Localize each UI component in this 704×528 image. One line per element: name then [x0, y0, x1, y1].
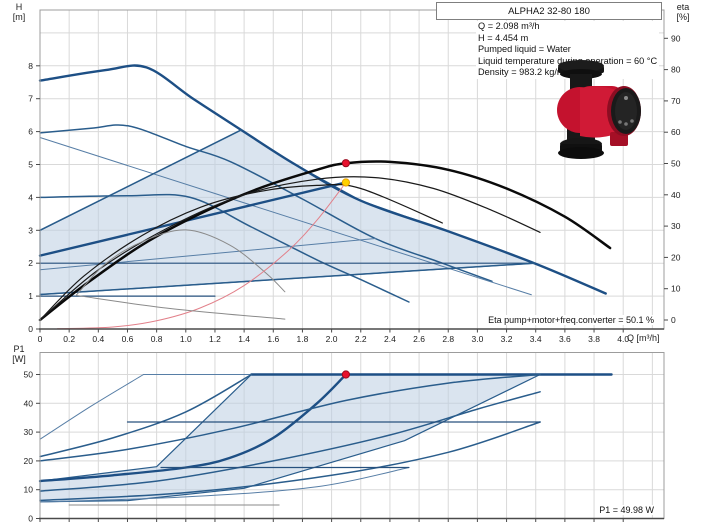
p1-curve-6	[39, 421, 541, 502]
prop-pressure-2-line	[39, 238, 376, 271]
qh-chart-y-tick-label: 5	[28, 160, 33, 170]
qh-chart-x-tick-label: 1.4	[238, 334, 250, 344]
qh-chart-y-tick-label: 4	[28, 192, 33, 202]
qh-chart-x-tick-label: 1.2	[209, 334, 221, 344]
qh-chart-eta-tick-label: 40	[671, 190, 681, 200]
qh-chart-eta-tick-label: 80	[671, 65, 681, 75]
h-axis-unit-symbol: H	[15, 2, 23, 12]
eta-axis-unit-symbol: eta	[676, 2, 690, 12]
qh-chart-y-tick-label: 6	[28, 127, 33, 137]
pump-type-title: ALPHA2 32-80 180	[508, 5, 590, 17]
qh-chart-eta-tick-label: 90	[671, 33, 681, 43]
qh-chart-x-tick-label: 1.6	[267, 334, 279, 344]
qh-chart-eta-tick-label: 70	[671, 96, 681, 106]
info-liquid: Pumped liquid = Water	[478, 44, 571, 55]
p1-curve-3	[39, 373, 253, 458]
p1-main-curve[interactable]	[38, 373, 348, 483]
eta-annotation: Eta pump+motor+freq.converter = 50.1 %	[360, 315, 656, 325]
qh-chart-x-tick-label: 2.6	[413, 334, 425, 344]
qh-chart-eta-tick-label: 50	[671, 159, 681, 169]
prop-pressure-3-line	[39, 129, 242, 232]
qh-chart-y-tick-label: 8	[28, 61, 33, 71]
info-head: H = 4.454 m	[478, 32, 529, 43]
p1-curve-5	[39, 391, 541, 492]
duty-point[interactable]	[341, 178, 350, 187]
pump-logo-dot	[624, 96, 628, 100]
qh-chart-x-tick-label: 0.4	[92, 334, 104, 344]
p1-curve-7	[39, 467, 410, 503]
eta-axis-unit-bracket: [%]	[676, 12, 690, 22]
p1-curve-4	[39, 373, 541, 462]
qh-chart-eta-tick-label: 10	[671, 284, 681, 294]
h-axis-unit-bracket: [m]	[12, 12, 26, 22]
eta-operating-point[interactable]	[341, 159, 350, 168]
p1-chart-y-tick-label: 40	[24, 398, 34, 408]
p1-axis-unit-symbol: P1	[13, 344, 25, 354]
qh-chart-x-tick-label: 1.0	[180, 334, 192, 344]
p1-chart-y-tick-label: 10	[24, 485, 34, 495]
eta-curve-low	[75, 229, 286, 296]
p1-chart-operating-envelope	[39, 373, 541, 503]
eta-curve-2	[39, 176, 541, 321]
pump-product-image	[557, 60, 641, 159]
qh-chart-y-tick-label: 3	[28, 225, 33, 235]
qh-chart-x-tick-label: 0.6	[122, 334, 134, 344]
qh-chart-x-tick-label: 2.2	[355, 334, 367, 344]
pump-button-3	[630, 119, 634, 123]
eta-main-curve[interactable]	[38, 160, 612, 322]
speed-1-curve[interactable]	[39, 193, 410, 303]
p1-axis-unit: P1 [W]	[6, 344, 32, 364]
eta-curve-3	[39, 183, 443, 321]
p1-chart-y-tick-label: 50	[24, 370, 34, 380]
info-density: Density = 983.2 kg/m³	[478, 67, 568, 78]
qh-chart-eta-tick-label: 20	[671, 252, 681, 262]
info-flow: Q = 2.098 m³/h	[478, 21, 540, 31]
p1-chart-y-tick-label: 30	[24, 427, 34, 437]
p1-annotation-text: P1 = 49.98 W	[597, 505, 656, 515]
qh-chart-x-tick-label: 2.4	[384, 334, 396, 344]
qh-chart-eta-tick-label: 30	[671, 221, 681, 231]
eta-annotation-text: Eta pump+motor+freq.converter = 50.1 %	[486, 315, 656, 325]
qh-chart-x-tick-label: 0.8	[151, 334, 163, 344]
qh-chart-x-tick-label: 0.2	[63, 334, 75, 344]
qh-chart-x-tick-label: 4.0	[617, 334, 629, 344]
qh-chart-x-tick-label: 3.0	[471, 334, 483, 344]
qh-chart-y-tick-label: 1	[28, 291, 33, 301]
qh-chart-x-tick-label: 1.8	[297, 334, 309, 344]
p1-annotation: P1 = 49.98 W	[460, 505, 656, 515]
qh-chart-x-tick-label: 2.0	[326, 334, 338, 344]
qh-chart-eta-tick-label: 60	[671, 127, 681, 137]
system-curve	[56, 182, 347, 330]
qh-chart-x-tick-label: 2.8	[442, 334, 454, 344]
qh-chart-y-tick-label: 0	[28, 324, 33, 334]
pump-button-2	[624, 122, 628, 126]
h-axis-unit: H [m]	[6, 2, 32, 22]
qh-chart-x-tick-label: 3.6	[559, 334, 571, 344]
low-grey-line	[75, 294, 286, 320]
qh-chart-y-tick-label: 2	[28, 258, 33, 268]
speed-3-curve[interactable]	[38, 64, 607, 295]
pump-button-1	[618, 120, 622, 124]
qh-chart-x-tick-label: 0	[38, 334, 43, 344]
info-temperature: Liquid temperature during operation = 60…	[478, 55, 658, 66]
p1-chart-y-tick-label: 20	[24, 456, 34, 466]
p1-axis-unit-bracket: [W]	[12, 354, 26, 364]
envelope-bottom-line	[39, 262, 536, 296]
control-curve[interactable]	[38, 181, 348, 257]
qh-chart-x-tick-label: 3.4	[530, 334, 542, 344]
qh-chart-x-tick-label: 3.8	[588, 334, 600, 344]
pump-control-face	[607, 86, 641, 136]
p1-operating-point[interactable]	[341, 370, 350, 379]
qh-chart-y-tick-label: 7	[28, 94, 33, 104]
qh-chart-x-tick-label: 3.2	[501, 334, 513, 344]
qh-chart-eta-tick-label: 0	[671, 315, 676, 325]
p1-chart-y-tick-label: 0	[28, 514, 33, 524]
q-axis-unit: Q [m³/h]	[627, 333, 660, 343]
eta-axis-unit: eta [%]	[667, 2, 699, 22]
speed-2-curve[interactable]	[39, 124, 493, 283]
p1-curve-2	[39, 374, 144, 440]
pump-type-title-box[interactable]: ALPHA2 32-80 180	[436, 2, 662, 20]
